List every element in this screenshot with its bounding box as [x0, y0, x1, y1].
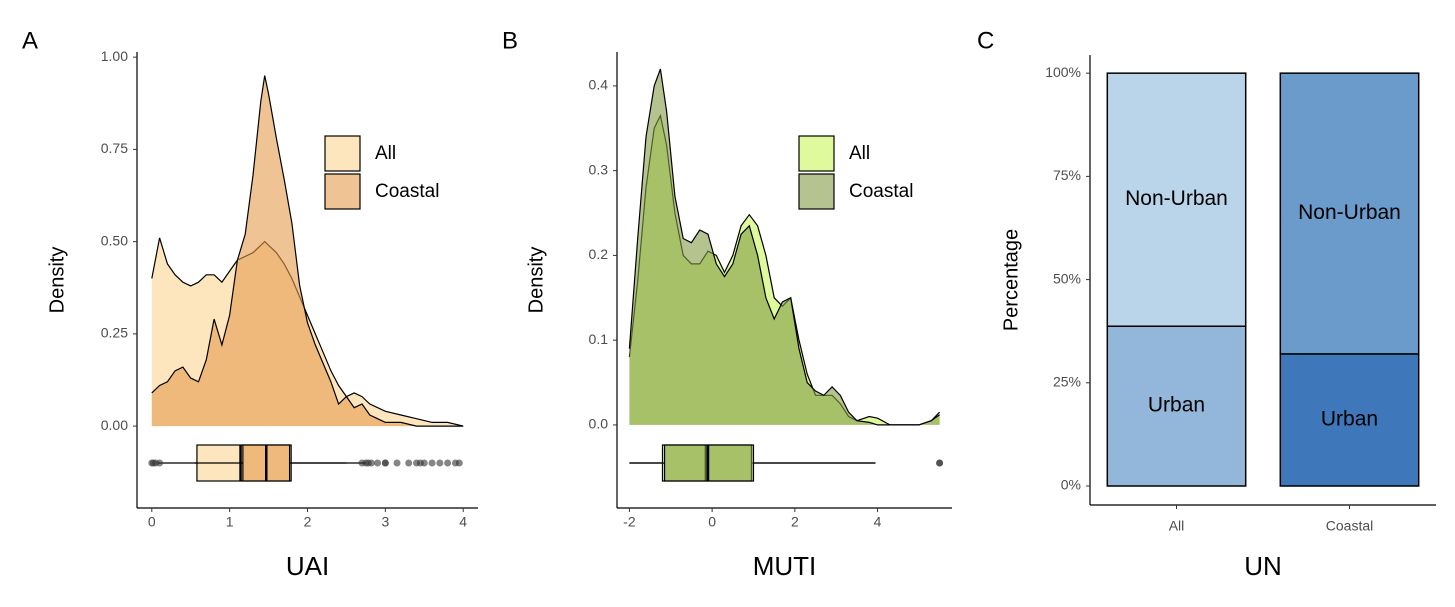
x-tick-label: 4 — [874, 514, 882, 530]
segment-label: Non-Urban — [1125, 187, 1228, 210]
outlier — [420, 459, 428, 467]
outlier — [428, 459, 436, 467]
density-line — [151, 75, 464, 427]
x-tick-label: 0 — [148, 514, 156, 530]
outlier — [381, 459, 389, 467]
outlier — [405, 459, 413, 467]
panel-label: A — [22, 27, 38, 54]
x-axis-title: MUTI — [753, 551, 817, 581]
segment-label: Urban — [1148, 394, 1205, 417]
x-tick-label: 1 — [226, 514, 234, 530]
y-tick-label: 0.2 — [589, 246, 609, 262]
x-tick-label: 2 — [791, 514, 799, 530]
outlier — [444, 459, 452, 467]
legend-label: Coastal — [849, 181, 913, 202]
y-tick-label: 0.75 — [101, 140, 128, 156]
panel-label: C — [977, 27, 994, 54]
y-tick-label: 0.25 — [101, 325, 128, 341]
y-tick-label: 0.0 — [589, 416, 609, 432]
y-axis-title: Density — [525, 247, 547, 314]
segment-label: Urban — [1321, 408, 1378, 431]
outlier — [362, 459, 370, 467]
x-axis-title: UN — [1244, 551, 1282, 581]
outlier — [374, 459, 382, 467]
x-axis-title: UAI — [286, 551, 329, 581]
bar-segment — [1106, 325, 1247, 487]
y-tick-label: 25% — [1053, 374, 1081, 390]
y-tick-label: 0.50 — [101, 232, 128, 248]
legend-key — [798, 173, 835, 210]
y-tick-label: 50% — [1053, 270, 1081, 286]
bar-segment — [1279, 72, 1420, 355]
panel-label: B — [502, 27, 518, 54]
legend-label: Coastal — [375, 181, 439, 202]
y-tick-label: 0.1 — [589, 331, 609, 347]
x-tick-label: All — [1169, 518, 1185, 534]
outlier — [436, 459, 444, 467]
y-tick-label: 0% — [1061, 477, 1081, 493]
y-tick-label: 0.00 — [101, 417, 128, 433]
x-tick-label: 0 — [708, 514, 716, 530]
y-tick-label: 100% — [1045, 64, 1081, 80]
x-tick-label: 4 — [459, 514, 467, 530]
outlier — [455, 459, 463, 467]
x-tick-label: 3 — [381, 514, 389, 530]
legend-label: All — [375, 143, 396, 164]
density-area — [151, 75, 464, 427]
y-tick-label: 0.3 — [589, 161, 609, 177]
x-tick-label: Coastal — [1326, 518, 1373, 534]
y-tick-label: 75% — [1053, 167, 1081, 183]
outlier — [936, 459, 944, 467]
legend-label: All — [849, 143, 870, 164]
legend-key — [324, 173, 361, 210]
density-area — [629, 69, 940, 425]
legend-key — [798, 135, 835, 172]
bar-segment — [1106, 72, 1247, 327]
outlier — [393, 459, 401, 467]
y-axis-title: Percentage — [1000, 229, 1022, 331]
y-axis-title: Density — [46, 247, 68, 314]
x-tick-label: 2 — [304, 514, 312, 530]
outlier — [367, 459, 375, 467]
density-line — [628, 68, 940, 426]
legend-key — [324, 135, 361, 172]
x-tick-label: -2 — [623, 514, 636, 530]
y-tick-label: 0.4 — [589, 77, 609, 93]
y-tick-label: 1.00 — [101, 48, 128, 64]
bar-segment — [1279, 353, 1420, 487]
outlier — [156, 459, 164, 467]
segment-label: Non-Urban — [1298, 201, 1401, 224]
